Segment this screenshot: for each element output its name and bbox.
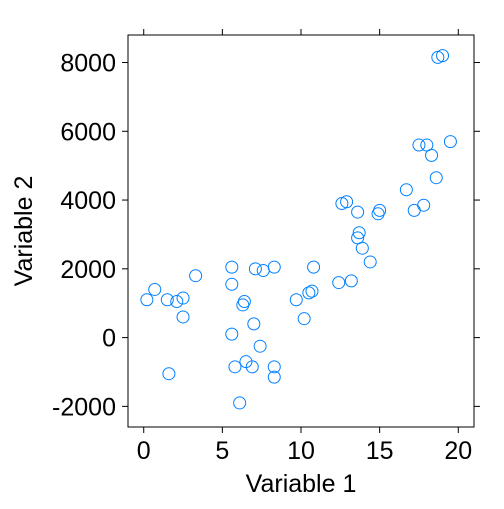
data-point xyxy=(267,370,281,384)
data-point xyxy=(170,294,184,308)
data-point xyxy=(256,264,270,278)
data-point xyxy=(363,255,377,269)
x-tick-label: 15 xyxy=(366,437,394,465)
x-axis: 0 5 10 15 20 xyxy=(137,29,472,465)
data-point xyxy=(417,198,431,212)
data-point xyxy=(344,274,358,288)
data-point xyxy=(247,317,261,331)
data-point xyxy=(225,327,239,341)
y-tick-label: 4000 xyxy=(60,187,116,215)
data-point xyxy=(429,171,443,185)
x-tick-label: 10 xyxy=(287,437,315,465)
data-point xyxy=(228,360,242,374)
y-tick-label: 0 xyxy=(102,325,116,353)
data-point xyxy=(352,226,366,240)
data-point xyxy=(436,49,450,63)
data-point xyxy=(302,286,316,300)
data-points xyxy=(140,49,457,410)
data-point xyxy=(237,294,251,308)
x-axis-title: Variable 1 xyxy=(246,470,357,498)
plot-frame xyxy=(127,34,475,428)
data-point xyxy=(267,360,281,374)
data-point xyxy=(248,262,262,276)
data-point xyxy=(225,277,239,291)
data-point xyxy=(148,282,162,296)
data-point xyxy=(176,310,190,324)
y-tick-label: 8000 xyxy=(60,50,116,78)
data-point xyxy=(289,293,303,307)
data-point xyxy=(373,203,387,217)
y-tick-label: 6000 xyxy=(60,118,116,146)
data-point xyxy=(307,260,321,274)
data-point xyxy=(253,339,267,353)
x-tick-label: 0 xyxy=(137,437,151,465)
data-point xyxy=(399,183,413,197)
data-point xyxy=(267,260,281,274)
y-axis: -2000 0 2000 4000 6000 8000 xyxy=(52,50,480,421)
data-point xyxy=(340,195,354,209)
y-tick-label: -2000 xyxy=(52,393,116,421)
data-point xyxy=(305,284,319,298)
data-point xyxy=(351,205,365,219)
data-point xyxy=(355,241,369,255)
data-point xyxy=(332,276,346,290)
data-point xyxy=(189,269,203,283)
data-point xyxy=(412,138,426,152)
data-point xyxy=(176,291,190,305)
data-point xyxy=(245,360,259,374)
data-point xyxy=(225,260,239,274)
data-point xyxy=(233,396,247,410)
data-point xyxy=(140,293,154,307)
data-point xyxy=(443,135,457,149)
data-point xyxy=(162,367,176,381)
y-axis-title: Variable 2 xyxy=(10,176,38,287)
plot-frame-group xyxy=(127,34,475,428)
data-point xyxy=(425,148,439,162)
x-tick-label: 5 xyxy=(215,437,229,465)
data-point xyxy=(407,203,421,217)
data-point xyxy=(160,293,174,307)
y-tick-label: 2000 xyxy=(60,256,116,284)
x-tick-label: 20 xyxy=(444,437,472,465)
data-point xyxy=(297,312,311,326)
